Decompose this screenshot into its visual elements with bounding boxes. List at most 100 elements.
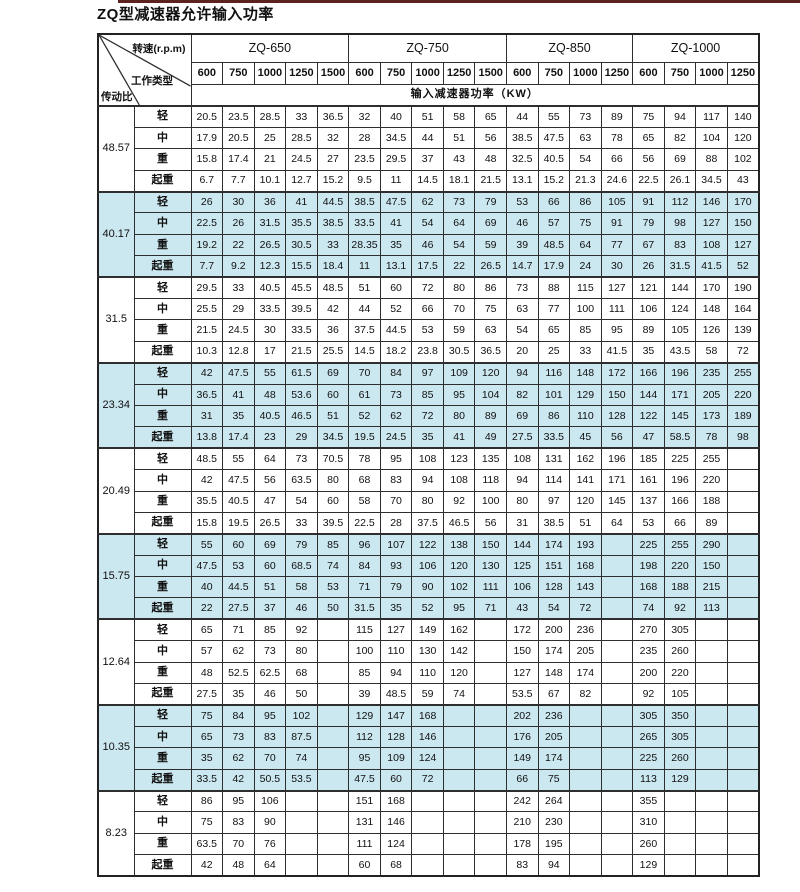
power-value-cell: 150 [600, 383, 634, 406]
power-value-cell: 68 [285, 661, 318, 685]
power-value-cell [569, 703, 602, 727]
work-type-cell: 轻 [133, 618, 192, 642]
power-value-cell [316, 661, 350, 685]
power-value-cell: 102 [285, 703, 318, 727]
power-value-cell: 15.2 [316, 169, 350, 193]
power-value-cell: 200 [632, 661, 665, 685]
power-value-cell: 128 [537, 576, 571, 599]
power-value-cell: 33.5 [253, 298, 287, 321]
data-row: 48.57 轻 20.5 23.5 28.5 33 36.5 32 40 51 58 65 44 55 73… [97, 104, 760, 193]
power-value-cell: 26.1 [663, 169, 697, 193]
power-value-cell: 255 [726, 361, 760, 385]
power-value-cell: 50 [316, 597, 350, 620]
power-value-cell: 26 [190, 190, 224, 214]
power-value-cell: 47.5 [222, 469, 255, 492]
power-value-cell: 65 [190, 618, 224, 642]
power-value-cell: 84 [222, 703, 255, 727]
power-value-cell: 168 [632, 576, 665, 599]
power-value-cell: 27.5 [190, 683, 224, 706]
speed-header: 600 [632, 61, 665, 85]
power-value-cell: 95 [600, 319, 634, 342]
power-value-cell [569, 832, 602, 856]
power-value-cell: 94 [537, 854, 571, 877]
power-value-cell: 79 [632, 212, 665, 235]
work-type-cell: 轻 [133, 190, 192, 214]
power-value-cell: 10.1 [253, 169, 287, 193]
power-value-cell [600, 832, 634, 856]
power-value-cell: 205 [695, 383, 728, 406]
power-value-cell: 305 [663, 618, 697, 642]
speed-header: 1250 [442, 61, 476, 85]
power-value-cell [316, 768, 350, 792]
power-value-cell: 63 [474, 319, 507, 342]
power-value-cell: 220 [663, 554, 697, 578]
power-value-cell: 34.5 [379, 126, 413, 150]
power-value-cell: 15.8 [190, 511, 224, 535]
power-value-cell: 127 [379, 618, 413, 642]
power-value-cell: 143 [569, 576, 602, 599]
power-value-cell: 17.9 [537, 255, 571, 278]
power-value-cell [600, 576, 634, 599]
power-value-cell: 56 [600, 426, 634, 449]
power-value-cell: 47 [632, 426, 665, 449]
power-value-cell: 116 [537, 361, 571, 385]
power-value-cell [695, 618, 728, 642]
power-value-cell: 69 [253, 532, 287, 556]
power-value-cell: 29 [285, 426, 318, 449]
power-value-cell: 87.5 [285, 725, 318, 749]
power-value-cell: 43 [505, 597, 539, 620]
power-value-cell: 46.5 [442, 511, 476, 535]
power-value-cell: 43 [726, 169, 760, 193]
power-value-cell: 13.1 [379, 255, 413, 278]
power-value-cell: 46.5 [285, 404, 318, 428]
power-value-cell: 40.5 [222, 490, 255, 513]
corner-work-type-label: 工作类型 [131, 75, 173, 87]
power-value-cell: 68.5 [285, 554, 318, 578]
power-value-cell: 39.5 [316, 511, 350, 535]
power-value-cell [600, 532, 634, 556]
power-value-cell: 305 [663, 725, 697, 749]
work-type-cell: 重 [133, 404, 192, 428]
work-type-cell: 起重 [133, 426, 192, 449]
power-value-cell [474, 747, 507, 770]
power-value-cell: 120 [569, 490, 602, 513]
power-value-cell: 20 [505, 340, 539, 364]
power-value-cell: 100 [569, 298, 602, 321]
work-type-cell: 起重 [133, 854, 192, 877]
power-value-cell: 22.5 [632, 169, 665, 193]
power-value-cell: 41 [222, 383, 255, 406]
power-value-cell: 112 [348, 725, 381, 749]
power-value-cell: 90 [411, 576, 444, 599]
power-value-cell: 24.5 [222, 319, 255, 342]
power-value-cell: 25 [253, 126, 287, 150]
ratio-cell: 12.64 [97, 618, 135, 706]
power-value-cell [442, 854, 476, 877]
power-value-cell: 44.5 [379, 319, 413, 342]
power-value-cell: 13.8 [190, 426, 224, 449]
work-type-cell: 重 [133, 233, 192, 257]
work-type-cell: 重 [133, 747, 192, 770]
power-value-cell: 12.3 [253, 255, 287, 278]
power-value-cell: 173 [695, 404, 728, 428]
power-value-cell: 38.5 [316, 212, 350, 235]
power-value-cell: 147 [379, 703, 413, 727]
power-value-cell: 96 [348, 532, 381, 556]
power-value-cell: 22 [222, 233, 255, 257]
data-row: 10.35 轻 75 84 95 102 129 147 168 202 236 305 350 [97, 703, 760, 791]
power-value-cell: 22 [190, 597, 224, 620]
power-value-cell [411, 832, 444, 856]
ratio-cell: 23.34 [97, 361, 135, 449]
power-value-cell [474, 703, 507, 727]
power-value-cell: 66 [663, 511, 697, 535]
power-value-cell: 54 [442, 233, 476, 257]
power-value-cell: 29.5 [379, 148, 413, 171]
power-value-cell: 91 [632, 190, 665, 214]
work-type-cell: 中 [133, 725, 192, 749]
power-value-cell: 95 [222, 789, 255, 813]
power-value-cell: 310 [632, 811, 665, 834]
power-value-cell: 56 [632, 148, 665, 171]
power-value-cell: 6.7 [190, 169, 224, 193]
power-value-cell: 26.5 [253, 233, 287, 257]
power-value-cell: 66 [537, 190, 571, 214]
power-value-cell: 48 [253, 383, 287, 406]
